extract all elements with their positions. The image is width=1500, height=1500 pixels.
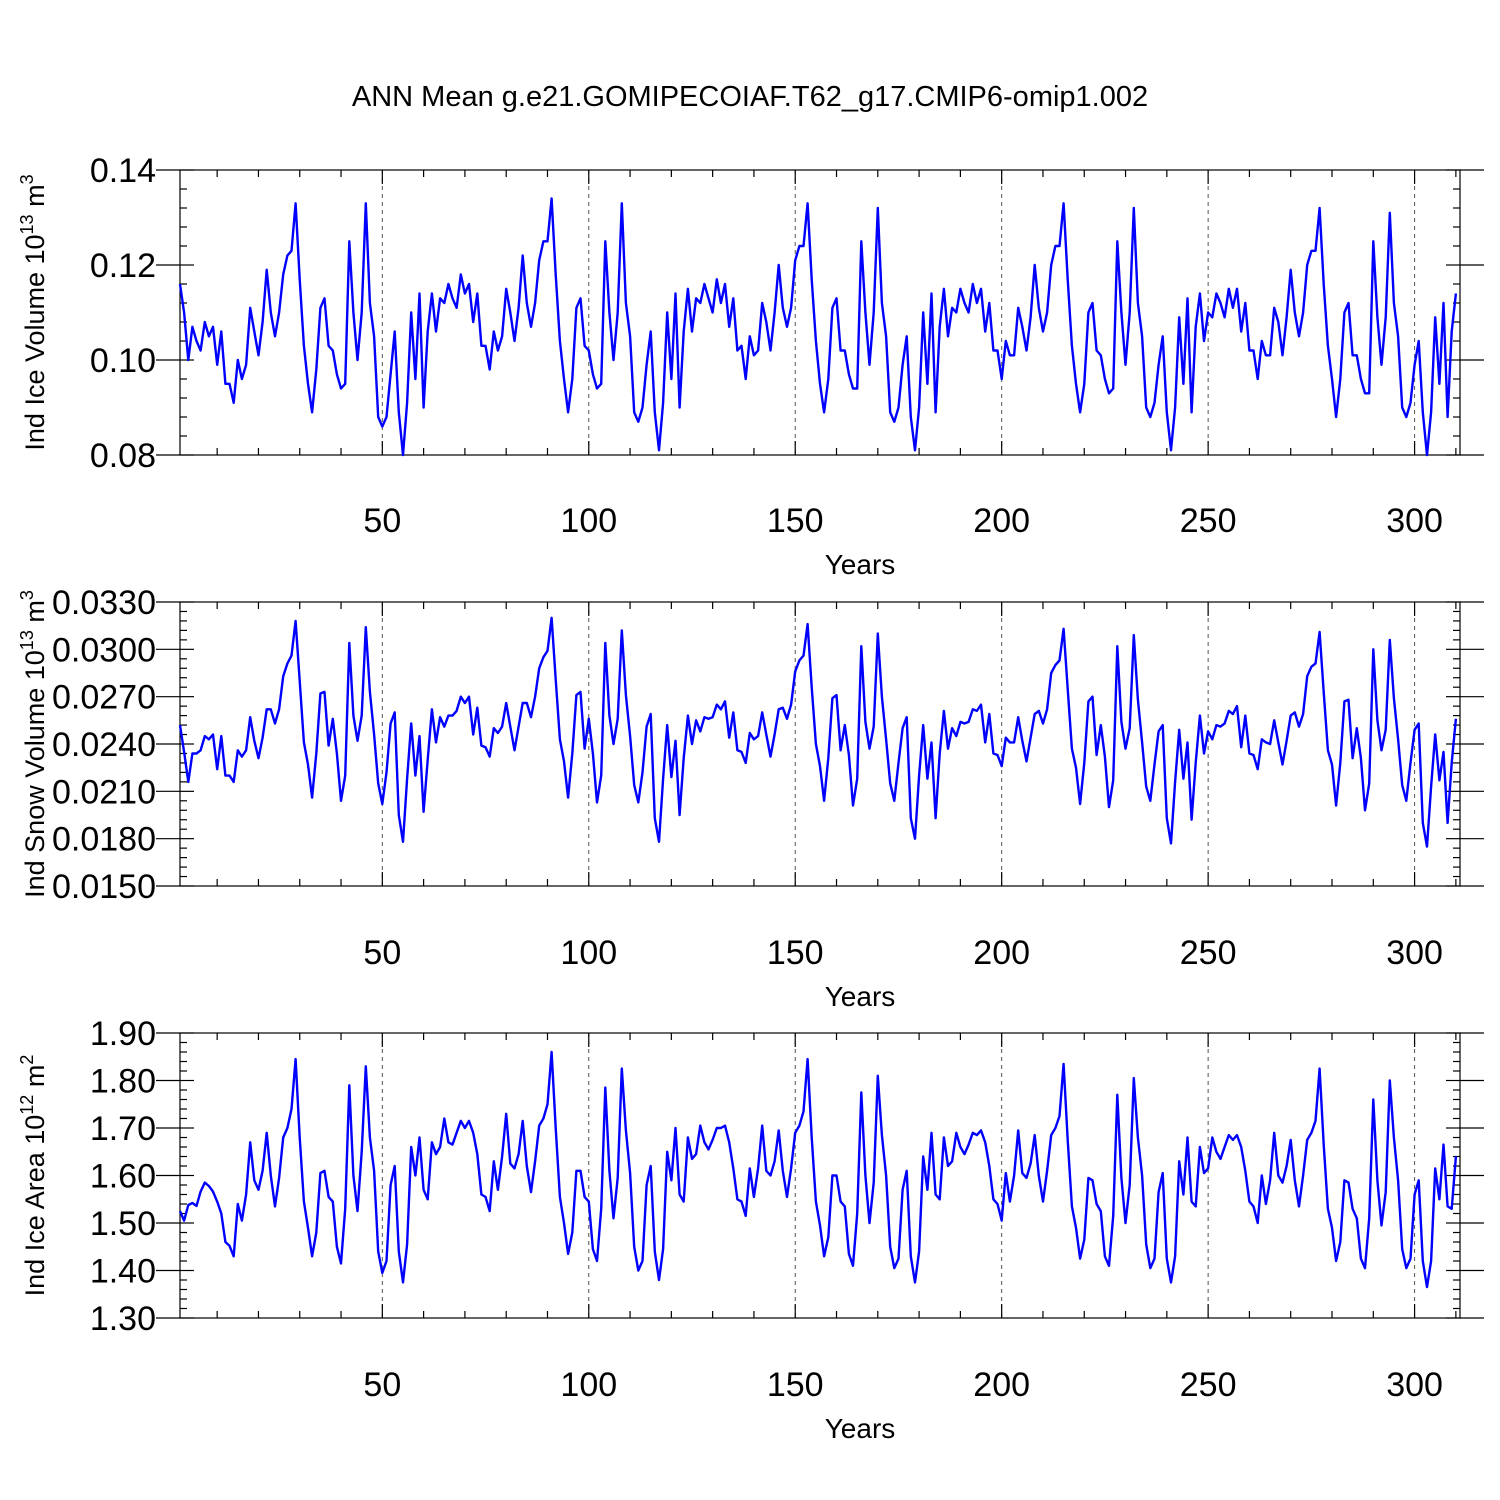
y-tick-label: 1.70: [90, 1110, 156, 1148]
chart-title: ANN Mean g.e21.GOMIPECOIAF.T62_g17.CMIP6…: [352, 81, 1148, 113]
y-tick-label: 0.10: [90, 342, 156, 380]
plot-frame: [179, 1032, 1461, 1319]
x-axis-label: Years: [825, 549, 896, 580]
y-tick-label: 1.40: [90, 1253, 156, 1291]
x-tick-label: 150: [767, 934, 824, 972]
y-axis-label-text: m: [20, 184, 50, 214]
y-axis-label: Ind Ice Area 1012 m2: [17, 1055, 50, 1297]
y-axis-label-exponent: 12: [17, 1095, 37, 1115]
series-line: [178, 197, 1458, 457]
x-tick-label: 50: [363, 1366, 401, 1404]
y-axis-label-text: Ind Ice Volume 10: [20, 234, 50, 450]
x-tick-label: 250: [1180, 934, 1237, 972]
x-tick-label: 300: [1386, 1366, 1443, 1404]
x-tick-label: 150: [767, 1366, 824, 1404]
x-tick-label: 200: [973, 934, 1030, 972]
y-axis-label-exponent: 13: [17, 214, 37, 234]
y-tick-label: 0.0270: [52, 679, 156, 717]
y-tick-label: 0.14: [90, 152, 156, 190]
x-tick-label: 250: [1180, 502, 1237, 540]
y-axis-label-text: Ind Ice Area 10: [20, 1115, 50, 1297]
x-axis-label: Years: [825, 1413, 896, 1444]
y-tick-label: 0.0180: [52, 821, 156, 859]
y-axis-label-exponent: 2: [17, 1055, 37, 1065]
y-tick-label: 1.50: [90, 1205, 156, 1243]
y-tick-label: 0.0300: [52, 631, 156, 669]
y-axis-label-text: Ind Snow Volume 10: [20, 650, 50, 898]
x-tick-label: 300: [1386, 934, 1443, 972]
x-tick-label: 50: [363, 502, 401, 540]
y-tick-label: 0.0210: [52, 773, 156, 811]
y-axis-label-exponent: 3: [17, 174, 37, 184]
chart-panel-1: 0.08 0.10 0.12 0.14 50 100 150 200 250 300 Years In…: [17, 152, 1484, 580]
series-line: [178, 1050, 1458, 1289]
y-axis-label-exponent: 3: [17, 590, 37, 600]
series-line: [178, 616, 1458, 848]
plot-frame: [179, 169, 1461, 456]
x-tick-label: 150: [767, 502, 824, 540]
x-tick-label: 300: [1386, 502, 1443, 540]
chart-panel-3: 1.30 1.40 1.50 1.60 1.70 1.80 1.90 50 100 150 200 2…: [17, 1015, 1484, 1444]
x-tick-label: 200: [973, 1366, 1030, 1404]
y-axis-label-text: m: [20, 600, 50, 630]
y-axis-label: Ind Ice Volume 1013 m3: [17, 174, 50, 450]
x-tick-label: 100: [560, 1366, 617, 1404]
chart-panel-2: 0.0150 0.0180 0.0210 0.0240 0.0270 0.0300 0.03…: [17, 584, 1484, 1012]
x-axis-label: Years: [825, 981, 896, 1012]
y-tick-label: 1.30: [90, 1300, 156, 1338]
y-tick-label: 1.90: [90, 1015, 156, 1053]
y-tick-label: 0.0240: [52, 726, 156, 764]
y-axis-label-exponent: 13: [17, 630, 37, 650]
y-tick-label: 1.60: [90, 1158, 156, 1196]
x-tick-label: 100: [560, 502, 617, 540]
y-axis-label: Ind Snow Volume 1013 m3: [17, 590, 50, 898]
x-tick-label: 250: [1180, 1366, 1237, 1404]
x-tick-label: 200: [973, 502, 1030, 540]
y-tick-label: 0.08: [90, 437, 156, 475]
y-tick-label: 1.80: [90, 1063, 156, 1101]
x-tick-label: 100: [560, 934, 617, 972]
x-tick-label: 50: [363, 934, 401, 972]
y-tick-label: 0.12: [90, 247, 156, 285]
y-axis-label-text: m: [20, 1065, 50, 1095]
y-tick-label: 0.0330: [52, 584, 156, 622]
y-tick-label: 0.0150: [52, 868, 156, 906]
